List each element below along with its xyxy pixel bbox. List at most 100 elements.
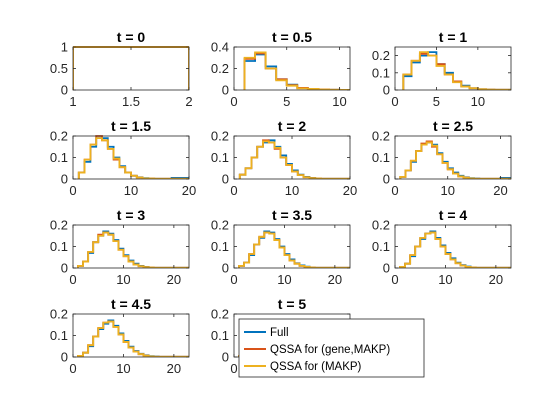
series-group (238, 139, 350, 179)
panel-title: t = 0 (117, 29, 146, 45)
panel-8: 0 0.1 0.2 0 10 20 t = 4 (372, 207, 512, 287)
series-group (238, 230, 350, 268)
y-tick-label: 0.1 (372, 65, 390, 80)
series-group (77, 230, 189, 268)
x-tick-label: 20 (343, 183, 357, 198)
series-line-qssa-for-makp- (77, 231, 189, 268)
x-tick-label: 10 (440, 183, 454, 198)
y-tick-label: 0.1 (372, 239, 390, 254)
y-tick-label: 0.1 (372, 150, 390, 165)
panel-title: t = 1 (439, 29, 468, 45)
y-tick-label: 0.5 (50, 61, 68, 76)
y-tick-label: 0.1 (211, 239, 229, 254)
panel-title: t = 3.5 (272, 207, 312, 223)
series-line-qssa-for-gene-makp- (243, 52, 350, 90)
y-tick-label: 0 (61, 172, 68, 187)
y-tick-label: 0 (61, 261, 68, 276)
series-group (402, 51, 511, 90)
y-tick-label: 0 (222, 350, 229, 365)
y-tick-label: 0.2 (372, 129, 390, 144)
x-tick-label: 20 (493, 183, 507, 198)
x-tick-label: 0 (69, 183, 76, 198)
y-tick-label: 0 (61, 83, 68, 98)
y-tick-label: 0 (383, 172, 390, 187)
axes-box (72, 313, 190, 358)
y-tick-label: 0.2 (50, 129, 68, 144)
panel-1: 0 0.2 0.4 0 5 10 t = 0.5 (211, 29, 351, 109)
x-tick-label: 20 (489, 272, 503, 287)
panel-2: 00.10.20 5 10t = 1 (372, 29, 512, 109)
x-tick-label: 10 (438, 272, 452, 287)
x-tick-label: 0 (69, 272, 76, 287)
panel-title: t = 2 (278, 118, 307, 134)
x-tick-label: 0 (391, 94, 398, 109)
y-tick-label: 1 (61, 40, 68, 55)
y-tick-label: 0.1 (211, 328, 229, 343)
panel-5: 0 0.1 0.2 0 10 20 t = 2.5 (372, 118, 512, 198)
x-tick-label: 0 (69, 361, 76, 376)
x-tick-label: 2 (185, 94, 192, 109)
legend-label: Full (270, 327, 289, 339)
y-tick-label: 0.2 (50, 307, 68, 322)
series-line-qssa-for-makp- (399, 141, 511, 179)
series-line-qssa-for-makp- (238, 231, 350, 268)
series-group (243, 51, 350, 90)
series-group (73, 46, 189, 90)
x-tick-label: 0 (230, 272, 237, 287)
x-tick-label: 5 (283, 94, 290, 109)
series-group (399, 140, 511, 179)
x-tick-label: 20 (328, 272, 342, 287)
y-tick-label: 0.1 (211, 150, 229, 165)
legend: Full QSSA for (gene,MAKP) QSSA for (MAKP) (238, 318, 425, 378)
y-tick-label: 0 (61, 350, 68, 365)
x-tick-label: 10 (124, 183, 138, 198)
y-tick-label: 0.2 (211, 129, 229, 144)
series-group (77, 135, 189, 179)
series-group (399, 230, 511, 268)
y-tick-label: 0.2 (211, 61, 229, 76)
y-tick-label: 0.2 (211, 307, 229, 322)
axes-box (233, 224, 351, 269)
panel-title: t = 4.5 (111, 296, 151, 312)
x-tick-label: 0 (230, 361, 237, 376)
series-line-qssa-for-makp- (399, 231, 511, 268)
series-group (77, 319, 189, 357)
x-tick-label: 5 (433, 94, 440, 109)
legend-box (238, 318, 425, 378)
panel-4: 0 0.1 0.2 0 10 20 t = 2 (211, 118, 357, 198)
y-tick-label: 0.1 (50, 150, 68, 165)
y-tick-label: 0.2 (50, 218, 68, 233)
panel-title: t = 4 (439, 207, 468, 223)
x-tick-label: 10 (471, 94, 485, 109)
x-tick-label: 10 (116, 361, 130, 376)
panel-0: 0 0.5 1 1 1.5 2 t = 0 (50, 29, 193, 109)
x-tick-label: 20 (182, 183, 196, 198)
x-tick-label: 1.5 (122, 94, 140, 109)
series-line-full (73, 46, 189, 90)
panel-7: 0 0.1 0.2 0 10 20 t = 3.5 (211, 207, 351, 287)
legend-label: QSSA for (MAKP) (270, 361, 362, 373)
y-tick-label: 0.2 (211, 218, 229, 233)
y-tick-label: 0 (383, 83, 390, 98)
y-tick-label: 0 (383, 261, 390, 276)
x-tick-label: 20 (167, 361, 181, 376)
legend-label: QSSA for (gene,MAKP) (270, 344, 390, 356)
x-tick-label: 1 (69, 94, 76, 109)
panel-6: 0 0.1 0.2 0 10 20 t = 3 (50, 207, 190, 287)
x-tick-label: 20 (167, 272, 181, 287)
x-tick-label: 10 (285, 183, 299, 198)
panel-title: t = 3 (117, 207, 146, 223)
y-tick-label: 0.1 (50, 239, 68, 254)
x-tick-label: 0 (230, 183, 237, 198)
x-tick-label: 10 (277, 272, 291, 287)
panel-title: t = 1.5 (111, 118, 151, 134)
x-tick-label: 0 (391, 183, 398, 198)
panel-title: t = 2.5 (433, 118, 473, 134)
series-line-qssa-for-makp- (77, 137, 189, 179)
axes-box (233, 46, 351, 91)
y-tick-label: 0 (222, 261, 229, 276)
panel-title: t = 0.5 (272, 29, 312, 45)
panel-3: 0 0.1 0.2 0 10 20 t = 1.5 (50, 118, 196, 198)
y-tick-label: 0.1 (50, 328, 68, 343)
